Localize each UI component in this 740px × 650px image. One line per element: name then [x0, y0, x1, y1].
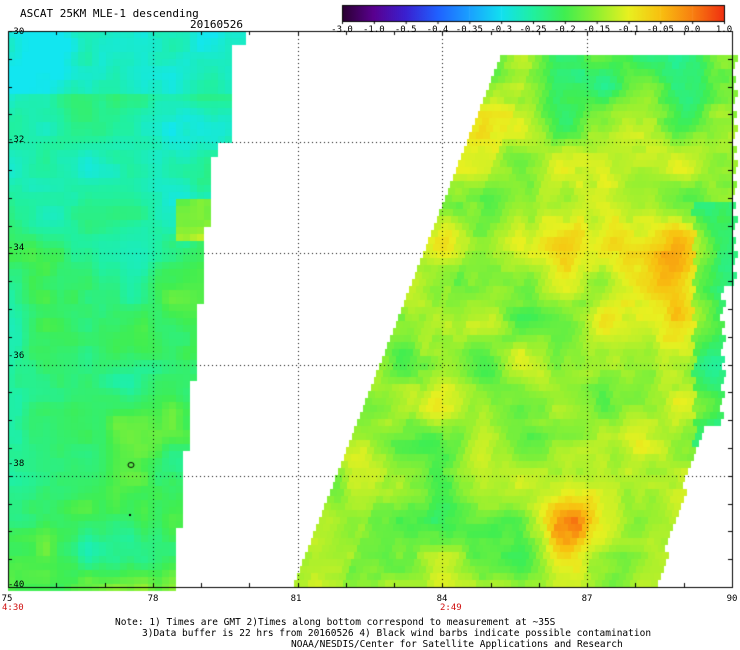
colorbar-tick-label: 0.0 — [684, 25, 701, 35]
note-line-3: NOAA/NESDIS/Center for Satellite Applica… — [291, 639, 623, 650]
lat-label-40: -40 — [8, 580, 25, 590]
lon-label-81: 81 — [290, 594, 302, 604]
colorbar-tick-label: -0.5 — [394, 25, 417, 35]
lat-label-38: -38 — [8, 459, 25, 469]
lat-label-30: -30 — [8, 27, 25, 37]
colorbar-tick-label: -3.0 — [331, 25, 353, 35]
lat-label-32: -32 — [8, 135, 25, 145]
lon-label-84: 84 — [436, 594, 448, 604]
lat-label-34: -34 — [8, 243, 25, 253]
note-line-1: Note: 1) Times are GMT 2)Times along bot… — [115, 617, 556, 628]
lon-label-87: 87 — [581, 594, 593, 604]
note-line-2: 3)Data buffer is 22 hrs from 20160526 4)… — [142, 628, 652, 639]
colorbar-tick-label: -0.35 — [455, 25, 483, 35]
colorbar-tick-label: -0.1 — [617, 25, 640, 35]
colorbar-tick-label: -0.25 — [519, 25, 547, 35]
lon-label-78: 78 — [147, 594, 159, 604]
colorbar-tick-label: -0.3 — [490, 25, 512, 35]
colorbar-tick-label: 1.0 — [715, 25, 733, 35]
colorbar-tick-label: -0.2 — [553, 25, 576, 35]
colorbar-tick-label: -1.0 — [362, 25, 385, 35]
pass-time-right: 2:49 — [440, 603, 462, 613]
lon-label-90: 90 — [726, 594, 738, 604]
lat-label-36: -36 — [8, 351, 25, 361]
colorbar-tick-label: -0.4 — [426, 25, 449, 35]
pass-time-left: 4:30 — [2, 603, 24, 613]
lon-label-75: 75 — [1, 594, 13, 604]
map-title: ASCAT 25KM MLE-1 descending — [20, 7, 199, 20]
colorbar-tick-label: -0.05 — [646, 25, 674, 35]
colorbar-tick-label: -0.15 — [583, 25, 611, 35]
map-date: 20160526 — [190, 18, 243, 31]
